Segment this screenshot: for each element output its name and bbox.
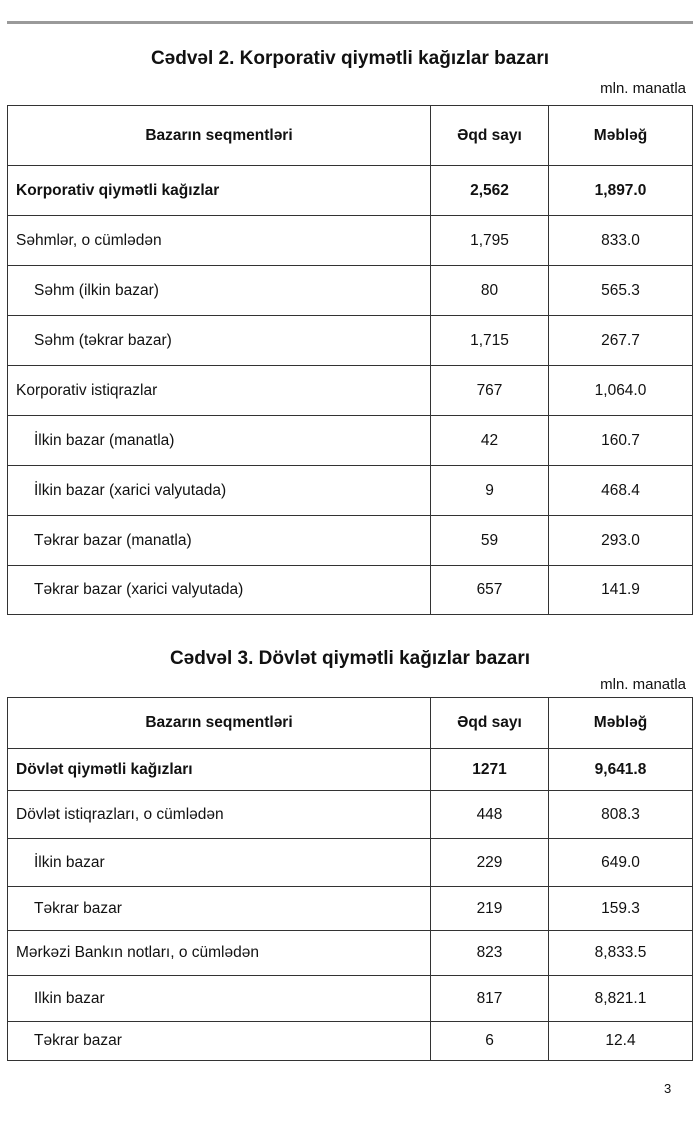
table-row: Səhm (ilkin bazar) 80 565.3 <box>7 265 693 316</box>
row-label: Mərkəzi Bankın notları, o cümlədən <box>7 930 431 976</box>
row-count: 2,562 <box>430 165 549 216</box>
row-count: 1271 <box>430 748 549 791</box>
row-count: 767 <box>430 365 549 416</box>
column-header: Əqd sayı <box>430 697 549 749</box>
row-amount: 1,897.0 <box>548 165 693 216</box>
row-label: Korporativ istiqrazlar <box>7 365 431 416</box>
row-amount: 649.0 <box>548 838 693 887</box>
row-amount: 159.3 <box>548 886 693 931</box>
table-header-row: Bazarın seqmentləri Əqd sayı Məbləğ <box>7 105 693 166</box>
page-number: 3 <box>664 1081 672 1096</box>
row-amount: 468.4 <box>548 465 693 516</box>
table-row: İlkin bazar (xarici valyutada) 9 468.4 <box>7 465 693 516</box>
row-amount: 833.0 <box>548 215 693 266</box>
row-amount: 267.7 <box>548 315 693 366</box>
row-count: 229 <box>430 838 549 887</box>
table-header-row: Bazarın seqmentləri Əqd sayı Məbləğ <box>7 697 693 749</box>
row-label: İlkin bazar (xarici valyutada) <box>7 465 431 516</box>
row-count: 219 <box>430 886 549 931</box>
table-row: Dövlət qiymətli kağızları 1271 9,641.8 <box>7 748 693 791</box>
table-row: Təkrar bazar 6 12.4 <box>7 1021 693 1061</box>
table-row: İlkin bazar 229 649.0 <box>7 838 693 887</box>
table-row: Təkrar bazar (manatla) 59 293.0 <box>7 515 693 566</box>
row-count: 6 <box>430 1021 549 1061</box>
table-row: Ilkin bazar 817 8,821.1 <box>7 975 693 1022</box>
row-label: İlkin bazar (manatla) <box>7 415 431 466</box>
row-label: Təkrar bazar <box>7 1021 431 1061</box>
column-header: Məbləğ <box>548 105 693 166</box>
row-label: Ilkin bazar <box>7 975 431 1022</box>
row-amount: 9,641.8 <box>548 748 693 791</box>
table-row: Təkrar bazar 219 159.3 <box>7 886 693 931</box>
table-row: Səhm (təkrar bazar) 1,715 267.7 <box>7 315 693 366</box>
column-header: Bazarın seqmentləri <box>7 105 431 166</box>
row-label: Dövlət qiymətli kağızları <box>7 748 431 791</box>
row-amount: 565.3 <box>548 265 693 316</box>
row-count: 42 <box>430 415 549 466</box>
table3-unit: mln. manatla <box>600 676 686 693</box>
row-label: İlkin bazar <box>7 838 431 887</box>
table-row: Təkrar bazar (xarici valyutada) 657 141.9 <box>7 565 693 615</box>
row-label: Səhm (ilkin bazar) <box>7 265 431 316</box>
row-amount: 8,833.5 <box>548 930 693 976</box>
row-label: Korporativ qiymətli kağızlar <box>7 165 431 216</box>
row-label: Səhmlər, o cümlədən <box>7 215 431 266</box>
row-count: 59 <box>430 515 549 566</box>
row-count: 657 <box>430 565 549 615</box>
row-amount: 12.4 <box>548 1021 693 1061</box>
row-amount: 293.0 <box>548 515 693 566</box>
row-label: Təkrar bazar (xarici valyutada) <box>7 565 431 615</box>
table-row: Səhmlər, o cümlədən 1,795 833.0 <box>7 215 693 266</box>
column-header: Əqd sayı <box>430 105 549 166</box>
table-row: Korporativ qiymətli kağızlar 2,562 1,897.0 <box>7 165 693 216</box>
row-count: 9 <box>430 465 549 516</box>
row-label: Dövlət istiqrazları, o cümlədən <box>7 790 431 839</box>
row-label: Səhm (təkrar bazar) <box>7 315 431 366</box>
column-header: Bazarın seqmentləri <box>7 697 431 749</box>
row-amount: 141.9 <box>548 565 693 615</box>
table3-title: Cədvəl 3. Dövlət qiymətli kağızlar bazar… <box>169 648 531 669</box>
row-amount: 808.3 <box>548 790 693 839</box>
table3: Bazarın seqmentləri Əqd sayı Məbləğ Dövl… <box>7 697 693 1061</box>
row-count: 817 <box>430 975 549 1022</box>
table-row: Korporativ istiqrazlar 767 1,064.0 <box>7 365 693 416</box>
row-count: 448 <box>430 790 549 839</box>
table2-unit: mln. manatla <box>600 80 686 97</box>
header-rule <box>7 21 693 24</box>
table2-title: Cədvəl 2. Korporativ qiymətli kağızlar b… <box>150 48 550 69</box>
row-count: 823 <box>430 930 549 976</box>
row-amount: 8,821.1 <box>548 975 693 1022</box>
row-label: Təkrar bazar (manatla) <box>7 515 431 566</box>
row-amount: 160.7 <box>548 415 693 466</box>
row-count: 1,795 <box>430 215 549 266</box>
table-row: İlkin bazar (manatla) 42 160.7 <box>7 415 693 466</box>
column-header: Məbləğ <box>548 697 693 749</box>
row-amount: 1,064.0 <box>548 365 693 416</box>
table2: Bazarın seqmentləri Əqd sayı Məbləğ Korp… <box>7 105 693 615</box>
table-row: Dövlət istiqrazları, o cümlədən 448 808.3 <box>7 790 693 839</box>
row-count: 80 <box>430 265 549 316</box>
row-label: Təkrar bazar <box>7 886 431 931</box>
table-row: Mərkəzi Bankın notları, o cümlədən 823 8,8… <box>7 930 693 976</box>
row-count: 1,715 <box>430 315 549 366</box>
